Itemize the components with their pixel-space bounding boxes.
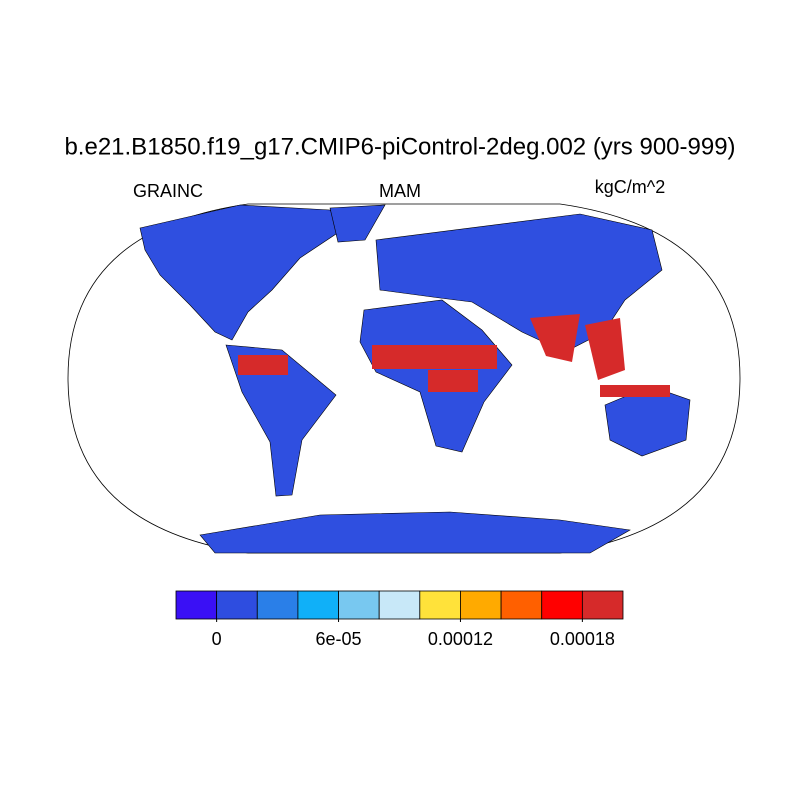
- hotspot: [372, 345, 497, 369]
- colorbar-box: [581, 590, 624, 620]
- hotspot: [585, 318, 625, 380]
- south-america: [225, 344, 337, 497]
- hotspot: [530, 314, 580, 362]
- colorbar-box: [378, 590, 421, 620]
- colorbar-label: 6e-05: [316, 629, 362, 649]
- left-string: GRAINC: [133, 181, 203, 201]
- antarctica: [199, 511, 631, 554]
- colorbar-box: [297, 590, 339, 620]
- colorbar-box: [216, 590, 258, 620]
- map: [67, 203, 741, 554]
- hotspot: [238, 355, 288, 375]
- colorbar-box: [460, 590, 502, 620]
- colorbar-label: 0.00012: [428, 629, 493, 649]
- title: b.e21.B1850.f19_g17.CMIP6-piControl-2deg…: [64, 133, 735, 160]
- colorbar-box: [541, 590, 583, 620]
- colorbar-box: [175, 590, 218, 620]
- colorbar-label: 0: [212, 629, 222, 649]
- center-string: MAM: [379, 181, 421, 201]
- greenland: [329, 204, 386, 243]
- north-america: [139, 204, 346, 341]
- hotspot: [428, 370, 478, 392]
- colorbar: 0 6e-05 0.00012 0.00018: [175, 590, 624, 649]
- colorbar-box: [419, 590, 461, 620]
- eurasia: [375, 213, 663, 353]
- colorbar-box: [338, 590, 380, 620]
- colorbar-label: 0.00018: [550, 629, 615, 649]
- colorbar-box: [256, 590, 299, 620]
- colorbar-box: [500, 590, 543, 620]
- hotspot: [600, 385, 670, 397]
- right-string: kgC/m^2: [595, 177, 665, 197]
